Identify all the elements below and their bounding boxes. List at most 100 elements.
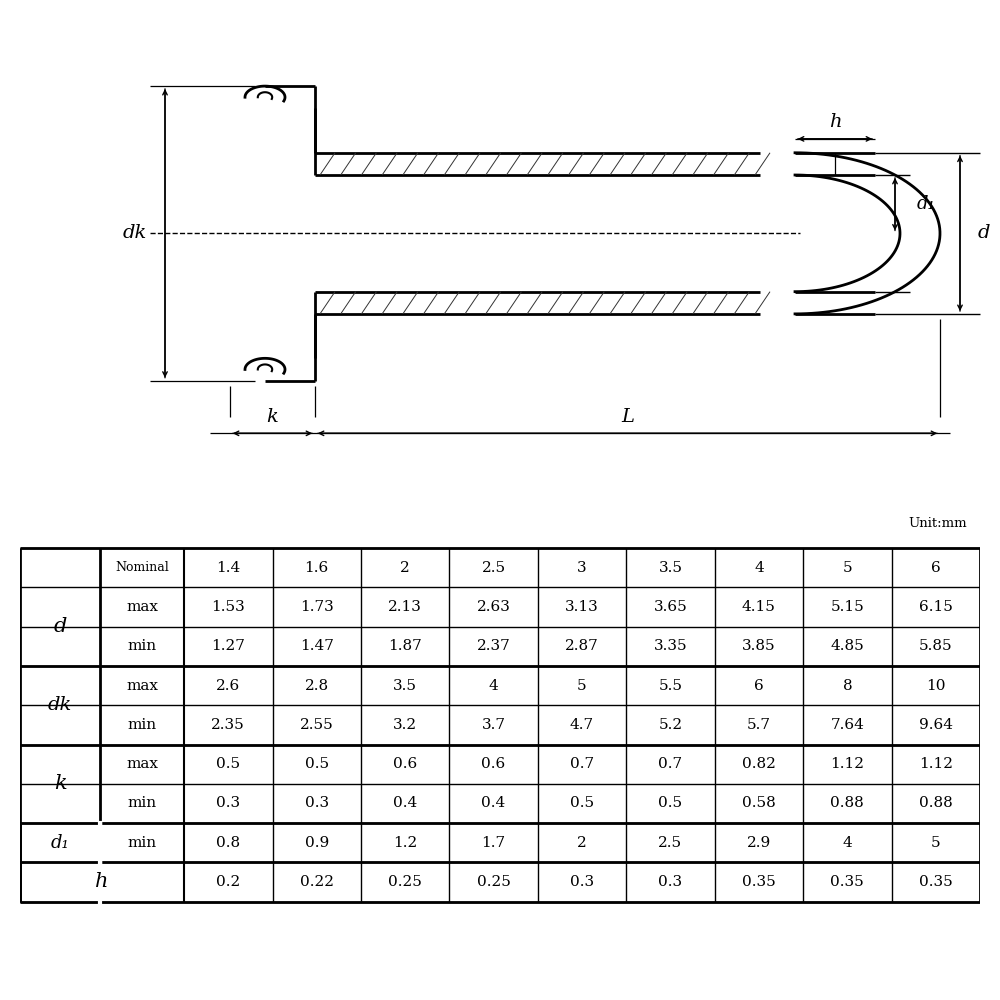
Text: 2.5: 2.5 — [658, 836, 683, 850]
Text: 0.5: 0.5 — [570, 796, 594, 810]
Text: 2.13: 2.13 — [388, 600, 422, 614]
Text: 0.4: 0.4 — [393, 796, 417, 810]
Text: 4.15: 4.15 — [742, 600, 776, 614]
Text: 0.6: 0.6 — [481, 757, 506, 771]
Text: 4: 4 — [489, 679, 498, 693]
Text: 8: 8 — [843, 679, 852, 693]
Text: 1.87: 1.87 — [388, 639, 422, 653]
Text: h: h — [95, 872, 109, 892]
Text: 5.2: 5.2 — [658, 718, 683, 732]
Text: 2.63: 2.63 — [477, 600, 511, 614]
Text: 6: 6 — [754, 679, 764, 693]
Text: 3.5: 3.5 — [658, 561, 682, 575]
Text: 2.37: 2.37 — [477, 639, 510, 653]
Text: 0.3: 0.3 — [570, 875, 594, 889]
Text: 0.3: 0.3 — [658, 875, 683, 889]
Text: 0.58: 0.58 — [742, 796, 776, 810]
Text: 1.2: 1.2 — [393, 836, 417, 850]
Text: 9.64: 9.64 — [919, 718, 953, 732]
Text: 2.35: 2.35 — [211, 718, 245, 732]
Text: 1.73: 1.73 — [300, 600, 334, 614]
Text: 1.7: 1.7 — [482, 836, 506, 850]
Text: max: max — [126, 600, 158, 614]
Text: 0.3: 0.3 — [305, 796, 329, 810]
Text: Nominal: Nominal — [115, 561, 169, 574]
Text: 5.85: 5.85 — [919, 639, 953, 653]
Text: 5.5: 5.5 — [658, 679, 682, 693]
Text: 0.6: 0.6 — [393, 757, 417, 771]
Text: 2.87: 2.87 — [565, 639, 599, 653]
Text: min: min — [128, 836, 157, 850]
Text: k: k — [54, 774, 66, 793]
Text: d₁: d₁ — [51, 834, 70, 852]
Text: 1.12: 1.12 — [919, 757, 953, 771]
Text: 3.2: 3.2 — [393, 718, 417, 732]
Text: min: min — [128, 796, 157, 810]
Text: 5: 5 — [843, 561, 852, 575]
Text: 4: 4 — [842, 836, 852, 850]
Text: 0.88: 0.88 — [919, 796, 953, 810]
Text: 3.35: 3.35 — [654, 639, 687, 653]
Text: 0.25: 0.25 — [388, 875, 422, 889]
Text: 2.9: 2.9 — [747, 836, 771, 850]
Text: 0.7: 0.7 — [570, 757, 594, 771]
Text: 1.53: 1.53 — [211, 600, 245, 614]
Text: 5.15: 5.15 — [830, 600, 864, 614]
Text: k: k — [267, 408, 278, 426]
Text: 3.65: 3.65 — [654, 600, 687, 614]
Text: d: d — [53, 617, 67, 636]
Text: 2: 2 — [577, 836, 587, 850]
Text: 1.4: 1.4 — [216, 561, 240, 575]
Text: d₁: d₁ — [917, 195, 936, 213]
Text: h: h — [829, 113, 841, 131]
Text: 4.85: 4.85 — [830, 639, 864, 653]
Text: 0.35: 0.35 — [919, 875, 953, 889]
Text: min: min — [128, 639, 157, 653]
Text: 7.64: 7.64 — [830, 718, 864, 732]
Text: 6: 6 — [931, 561, 941, 575]
Text: 3: 3 — [577, 561, 587, 575]
Text: 0.5: 0.5 — [658, 796, 683, 810]
Text: 1.12: 1.12 — [830, 757, 864, 771]
Text: 5.7: 5.7 — [747, 718, 771, 732]
Text: 2.8: 2.8 — [305, 679, 329, 693]
Text: 4: 4 — [754, 561, 764, 575]
Text: max: max — [126, 679, 158, 693]
Text: 2.55: 2.55 — [300, 718, 334, 732]
Text: d: d — [978, 224, 990, 242]
Text: 0.35: 0.35 — [742, 875, 776, 889]
Text: 2.6: 2.6 — [216, 679, 240, 693]
Text: 1.27: 1.27 — [211, 639, 245, 653]
Text: L: L — [621, 408, 634, 426]
Text: dk: dk — [48, 696, 72, 714]
Text: 0.88: 0.88 — [830, 796, 864, 810]
Text: max: max — [126, 757, 158, 771]
Text: 6.15: 6.15 — [919, 600, 953, 614]
Text: 10: 10 — [926, 679, 946, 693]
Text: 0.5: 0.5 — [305, 757, 329, 771]
Text: 5: 5 — [577, 679, 587, 693]
Text: 0.82: 0.82 — [742, 757, 776, 771]
Text: 2: 2 — [400, 561, 410, 575]
Text: 4.7: 4.7 — [570, 718, 594, 732]
Text: 5: 5 — [931, 836, 941, 850]
Text: 0.9: 0.9 — [305, 836, 329, 850]
Text: Unit:mm: Unit:mm — [908, 517, 967, 530]
Text: 3.7: 3.7 — [482, 718, 506, 732]
Text: 3.85: 3.85 — [742, 639, 776, 653]
Text: 1.47: 1.47 — [300, 639, 334, 653]
Text: min: min — [128, 718, 157, 732]
Text: 0.8: 0.8 — [216, 836, 240, 850]
Text: 0.22: 0.22 — [300, 875, 334, 889]
Text: 0.3: 0.3 — [216, 796, 240, 810]
Text: dk: dk — [123, 224, 147, 242]
Text: 0.5: 0.5 — [216, 757, 240, 771]
Text: 0.2: 0.2 — [216, 875, 240, 889]
Text: 0.7: 0.7 — [658, 757, 683, 771]
Text: 1.6: 1.6 — [305, 561, 329, 575]
Text: 2.5: 2.5 — [482, 561, 506, 575]
Text: 3.13: 3.13 — [565, 600, 599, 614]
Text: 0.35: 0.35 — [830, 875, 864, 889]
Text: 3.5: 3.5 — [393, 679, 417, 693]
Text: 0.25: 0.25 — [477, 875, 511, 889]
